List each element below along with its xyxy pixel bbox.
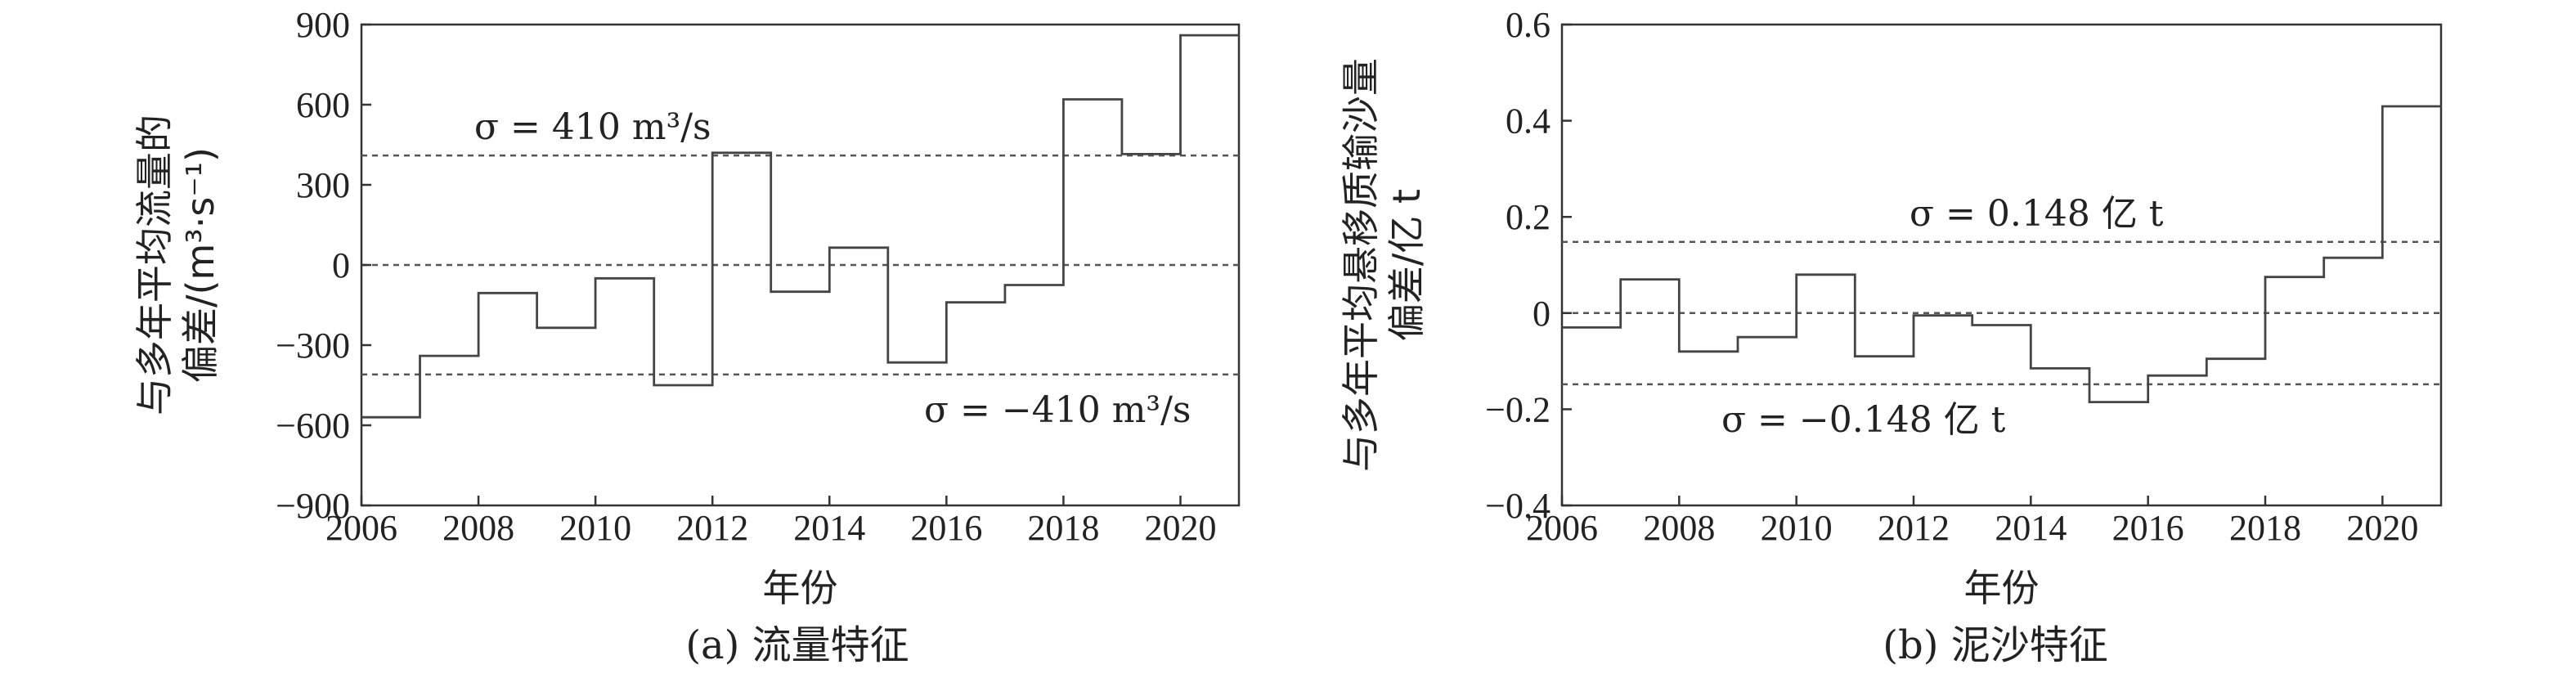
chart-panel-2: σ = 0.148 亿 t σ = −0.148 亿 t 2006 2008 2010 2… bbox=[1339, 5, 2443, 668]
panel-caption: (b) 泥沙特征 bbox=[1883, 622, 2107, 668]
x-tick-label: 2006 bbox=[1526, 508, 1598, 548]
x-tick-label: 2010 bbox=[1761, 508, 1833, 548]
x-tick-label: 2020 bbox=[1144, 508, 1216, 548]
y-tick-label: 0 bbox=[332, 245, 350, 285]
plot-frame bbox=[1560, 23, 2443, 507]
x-axis-label: 年份 bbox=[1964, 566, 2040, 610]
x-tick-label: 2008 bbox=[442, 508, 514, 548]
x-axis-label: 年份 bbox=[763, 566, 838, 610]
x-tick-label: 2010 bbox=[559, 508, 631, 548]
panel-caption: (a) 流量特征 bbox=[685, 622, 909, 668]
y-tick-label: 600 bbox=[296, 85, 350, 125]
x-tick-label: 2018 bbox=[2229, 508, 2301, 548]
y-tick-label: −0.4 bbox=[1485, 486, 1551, 526]
x-tick-label: 2018 bbox=[1027, 508, 1099, 548]
y-axis-label: 与多年平均悬移质输沙量偏差/亿 t bbox=[1339, 58, 1429, 472]
reference-line-label: σ = 410 m³/s bbox=[474, 106, 711, 148]
x-tick-label: 2020 bbox=[2346, 508, 2418, 548]
x-tick-label: 2014 bbox=[1995, 508, 2067, 548]
data-series-step-line bbox=[361, 34, 1239, 419]
y-tick-label: −900 bbox=[276, 486, 350, 526]
reference-line-label: σ = 0.148 亿 t bbox=[1910, 193, 2164, 235]
y-tick-label: 300 bbox=[296, 165, 350, 205]
x-tick-label: 2012 bbox=[1878, 508, 1950, 548]
x-tick-label: 2016 bbox=[910, 508, 982, 548]
reference-line-label: σ = −410 m³/s bbox=[924, 389, 1191, 431]
x-tick-label: 2008 bbox=[1643, 508, 1715, 548]
y-axis-label: 与多年平均流量的偏差/(m³·s⁻¹) bbox=[132, 114, 222, 415]
x-tick-label: 2012 bbox=[676, 508, 748, 548]
y-tick-label: −300 bbox=[276, 326, 350, 366]
y-tick-label: 0.6 bbox=[1506, 5, 1551, 45]
y-tick-label: 0 bbox=[1533, 294, 1551, 334]
x-tick-label: 2006 bbox=[325, 508, 397, 548]
y-tick-label: 0.2 bbox=[1506, 197, 1551, 237]
y-tick-label: −600 bbox=[276, 406, 350, 446]
data-series-step-line bbox=[1562, 105, 2441, 403]
reference-line-label: σ = −0.148 亿 t bbox=[1721, 399, 2006, 441]
x-tick-label: 2016 bbox=[2112, 508, 2184, 548]
chart-panel-1: σ = 410 m³/s σ = −410 m³/s 2006 2008 2010 201… bbox=[132, 5, 1241, 668]
y-tick-label: 900 bbox=[296, 5, 350, 45]
y-tick-label: −0.2 bbox=[1485, 389, 1551, 429]
y-tick-label: 0.4 bbox=[1506, 101, 1551, 141]
x-tick-label: 2014 bbox=[793, 508, 865, 548]
